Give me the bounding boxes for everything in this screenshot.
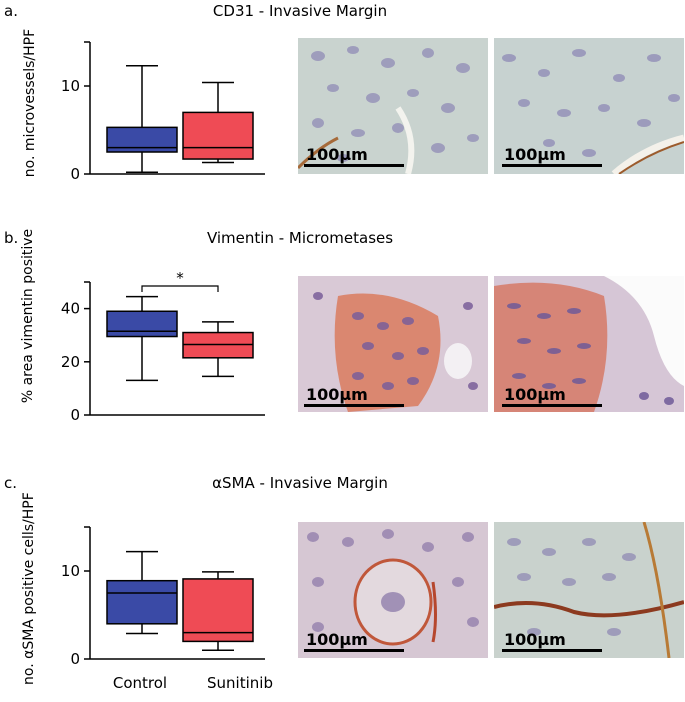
xlabel-sunitinib: Sunitinib (207, 674, 273, 692)
panel-label-b: b. (4, 229, 19, 247)
panel-title-b: Vimentin - Micrometases (206, 229, 394, 247)
asma-control-micrograph (298, 522, 488, 658)
scalebar-c1 (304, 649, 404, 652)
vimentin-control-micrograph (298, 276, 488, 412)
scalebar-label-b2: 100μm (504, 385, 566, 404)
ylabel-c: no. αSMA positive cells/HPF (21, 492, 37, 685)
scalebar-label-b1: 100μm (306, 385, 368, 404)
asma-control-image (298, 522, 488, 658)
cd31-sunitinib-micrograph (494, 38, 684, 174)
vimentin-sunitinib-image (494, 276, 684, 412)
ylabel-b: % area vimentin positive (20, 228, 36, 404)
scalebar-c2 (502, 649, 602, 652)
asma-sunitinib-micrograph (494, 522, 684, 658)
y-tick-label: 20 (61, 353, 80, 371)
asma-sunitinib-image (494, 522, 684, 658)
panel-label-a: a. (4, 2, 18, 20)
y-tick-label: 0 (70, 650, 80, 668)
vimentin-control-image (298, 276, 488, 412)
scalebar-label-c1: 100μm (306, 630, 368, 649)
scalebar-label-a2: 100μm (504, 145, 566, 164)
scalebar-label-c2: 100μm (504, 630, 566, 649)
significance-star: * (176, 269, 184, 287)
y-tick-label: 10 (61, 562, 80, 580)
scalebar-b1 (304, 404, 404, 407)
box-control (106, 579, 178, 625)
ylabel-a: no. microvessels/HPF (22, 28, 38, 178)
y-tick-label: 10 (61, 77, 80, 95)
cd31-sunitinib-image (494, 38, 684, 174)
boxplot-cd31: 0 10 (61, 41, 265, 183)
cd31-control-micrograph (298, 38, 488, 174)
y-tick-label: 0 (70, 406, 80, 424)
scalebar-a2 (502, 164, 602, 167)
box-sunitinib (182, 111, 254, 160)
y-tick-label: 0 (70, 165, 80, 183)
scalebar-label-a1: 100μm (306, 145, 368, 164)
panel-title-c: αSMA - Invasive Margin (212, 474, 388, 492)
y-tick-label: 40 (61, 300, 80, 318)
xlabel-control: Control (112, 674, 168, 692)
scalebar-b2 (502, 404, 602, 407)
panel-label-c: c. (4, 474, 18, 492)
panel-title-a: CD31 - Invasive Margin (212, 2, 388, 20)
scalebar-a1 (304, 164, 404, 167)
vimentin-sunitinib-micrograph (494, 276, 684, 412)
boxplot-asma: 0 10 (61, 526, 265, 668)
box-sunitinib (182, 578, 254, 643)
boxplot-vimentin: 0 20 40 * (61, 269, 265, 424)
cd31-control-image (298, 38, 488, 174)
box-control (106, 310, 178, 338)
significance-bracket (141, 285, 219, 292)
